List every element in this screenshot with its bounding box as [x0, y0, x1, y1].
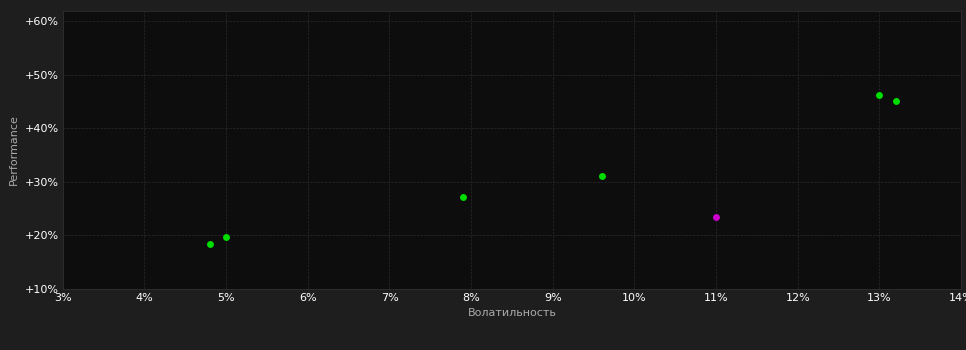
X-axis label: Волатильность: Волатильность — [468, 308, 556, 319]
Point — [202, 241, 217, 247]
Y-axis label: Performance: Performance — [9, 114, 19, 185]
Point — [871, 92, 887, 98]
Point — [455, 195, 470, 200]
Point — [594, 174, 610, 179]
Point — [218, 234, 234, 240]
Point — [888, 99, 903, 104]
Point — [708, 214, 724, 220]
